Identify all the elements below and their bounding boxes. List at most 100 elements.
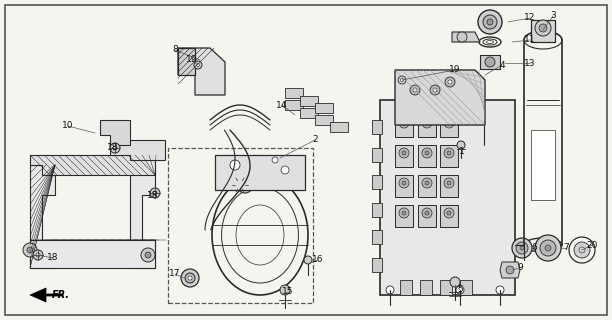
Text: 3: 3 [550,12,556,20]
Polygon shape [100,120,130,145]
Circle shape [153,191,157,195]
Bar [372,175,382,189]
Circle shape [27,247,33,253]
Circle shape [540,240,556,256]
Text: 6: 6 [531,244,537,252]
Circle shape [478,10,502,34]
Polygon shape [110,140,165,160]
Text: 7: 7 [563,244,569,252]
Polygon shape [500,262,520,278]
Text: FR.: FR. [52,290,70,300]
Circle shape [447,151,451,155]
Circle shape [150,188,160,198]
Circle shape [399,208,409,218]
Text: 13: 13 [524,59,536,68]
Bar [418,115,436,137]
Circle shape [386,286,394,294]
Polygon shape [30,240,155,268]
Circle shape [425,181,429,185]
Circle shape [430,85,440,95]
Bar [372,258,382,272]
Circle shape [422,118,432,128]
Polygon shape [178,48,225,95]
Circle shape [281,166,289,174]
Text: 16: 16 [312,255,324,265]
Circle shape [433,88,437,92]
Circle shape [400,78,403,82]
Circle shape [444,148,454,158]
Circle shape [185,273,195,283]
Circle shape [188,276,192,280]
Circle shape [447,121,451,125]
Circle shape [304,256,312,264]
Circle shape [506,266,514,274]
Circle shape [399,148,409,158]
Bar [380,100,515,295]
Circle shape [422,208,432,218]
Bar [315,103,333,113]
Bar [215,155,305,190]
Circle shape [280,285,290,295]
Text: 14: 14 [276,100,288,109]
Circle shape [145,252,151,258]
Circle shape [457,32,467,42]
Bar [315,115,333,125]
Circle shape [110,143,120,153]
Circle shape [402,181,406,185]
Bar [395,145,413,167]
Circle shape [402,121,406,125]
Circle shape [272,157,278,163]
Bar [440,175,458,197]
Text: 5: 5 [457,285,463,294]
Text: 8: 8 [172,45,178,54]
Circle shape [402,211,406,215]
Circle shape [422,148,432,158]
Bar [285,88,303,98]
Circle shape [445,77,455,87]
Circle shape [496,286,504,294]
Text: 18: 18 [47,253,59,262]
Bar [460,280,472,295]
Text: 19: 19 [186,55,198,65]
Circle shape [450,277,460,287]
Polygon shape [452,32,480,42]
Polygon shape [30,165,55,268]
Text: 18: 18 [107,143,119,153]
Circle shape [487,19,493,25]
Polygon shape [395,70,485,125]
Circle shape [516,242,528,254]
Bar [372,120,382,134]
Bar [395,175,413,197]
Bar [418,205,436,227]
Bar [300,108,318,118]
Bar [330,122,348,132]
Circle shape [413,88,417,92]
Circle shape [425,211,429,215]
Polygon shape [130,165,155,268]
Circle shape [410,85,420,95]
Circle shape [181,269,199,287]
Circle shape [194,61,202,69]
Circle shape [535,20,551,36]
Circle shape [447,211,451,215]
Circle shape [399,118,409,128]
Bar [372,148,382,162]
Bar [418,145,436,167]
Circle shape [196,63,200,67]
Circle shape [36,253,40,257]
Circle shape [399,178,409,188]
Bar [300,96,318,106]
Circle shape [425,121,429,125]
Circle shape [141,248,155,262]
Bar [400,280,412,295]
Circle shape [33,250,43,260]
Circle shape [539,24,547,32]
Bar [440,280,452,295]
Text: 12: 12 [524,13,536,22]
Circle shape [457,141,465,149]
Bar [372,203,382,217]
Circle shape [485,57,495,67]
Bar [372,230,382,244]
Text: 2: 2 [312,135,318,145]
Circle shape [512,238,532,258]
